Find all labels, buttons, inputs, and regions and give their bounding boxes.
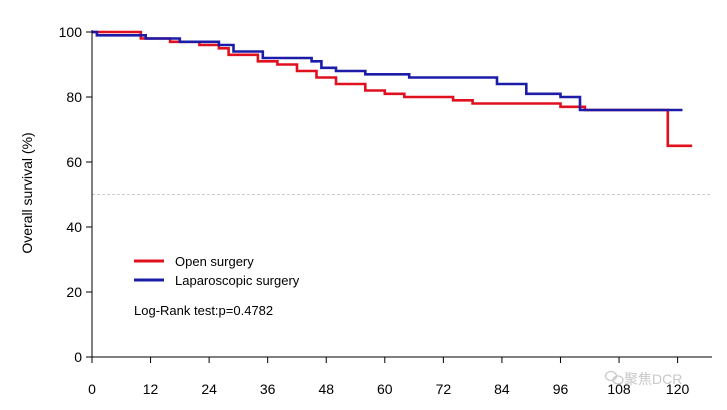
y-axis-title: Overall survival (%) <box>19 132 35 253</box>
x-tick-label: 108 <box>607 381 631 397</box>
x-tick-label: 12 <box>143 381 159 397</box>
x-tick-label: 60 <box>377 381 393 397</box>
y-tick-label: 40 <box>66 219 82 235</box>
series-line-open-surgery <box>92 30 693 148</box>
legend-label-laparoscopic-surgery: Laparoscopic surgery <box>175 273 300 288</box>
x-tick-label: 36 <box>260 381 276 397</box>
y-tick-label: 60 <box>66 154 82 170</box>
watermark: 聚焦DCR <box>604 370 682 387</box>
x-tick-label: 72 <box>436 381 452 397</box>
y-tick-label: 100 <box>59 24 83 40</box>
x-tick-label: 120 <box>666 381 690 397</box>
y-tick-label: 0 <box>74 349 82 365</box>
x-tick-label: 0 <box>88 381 96 397</box>
legend: Open surgery Laparoscopic surgery <box>134 254 300 288</box>
x-tick-label: 48 <box>318 381 334 397</box>
x-tick-label: 24 <box>201 381 217 397</box>
wechat-icon <box>604 370 624 385</box>
y-tick-label: 20 <box>66 284 82 300</box>
x-tick-label: 96 <box>553 381 569 397</box>
x-tick-label: 84 <box>494 381 510 397</box>
watermark-text: 聚焦DCR <box>624 371 682 387</box>
series-line-laparoscopic-surgery <box>92 30 683 112</box>
legend-label-open-surgery: Open surgery <box>175 254 254 269</box>
log-rank-annotation: Log-Rank test:p=0.4782 <box>134 303 273 318</box>
y-tick-label: 80 <box>66 89 82 105</box>
